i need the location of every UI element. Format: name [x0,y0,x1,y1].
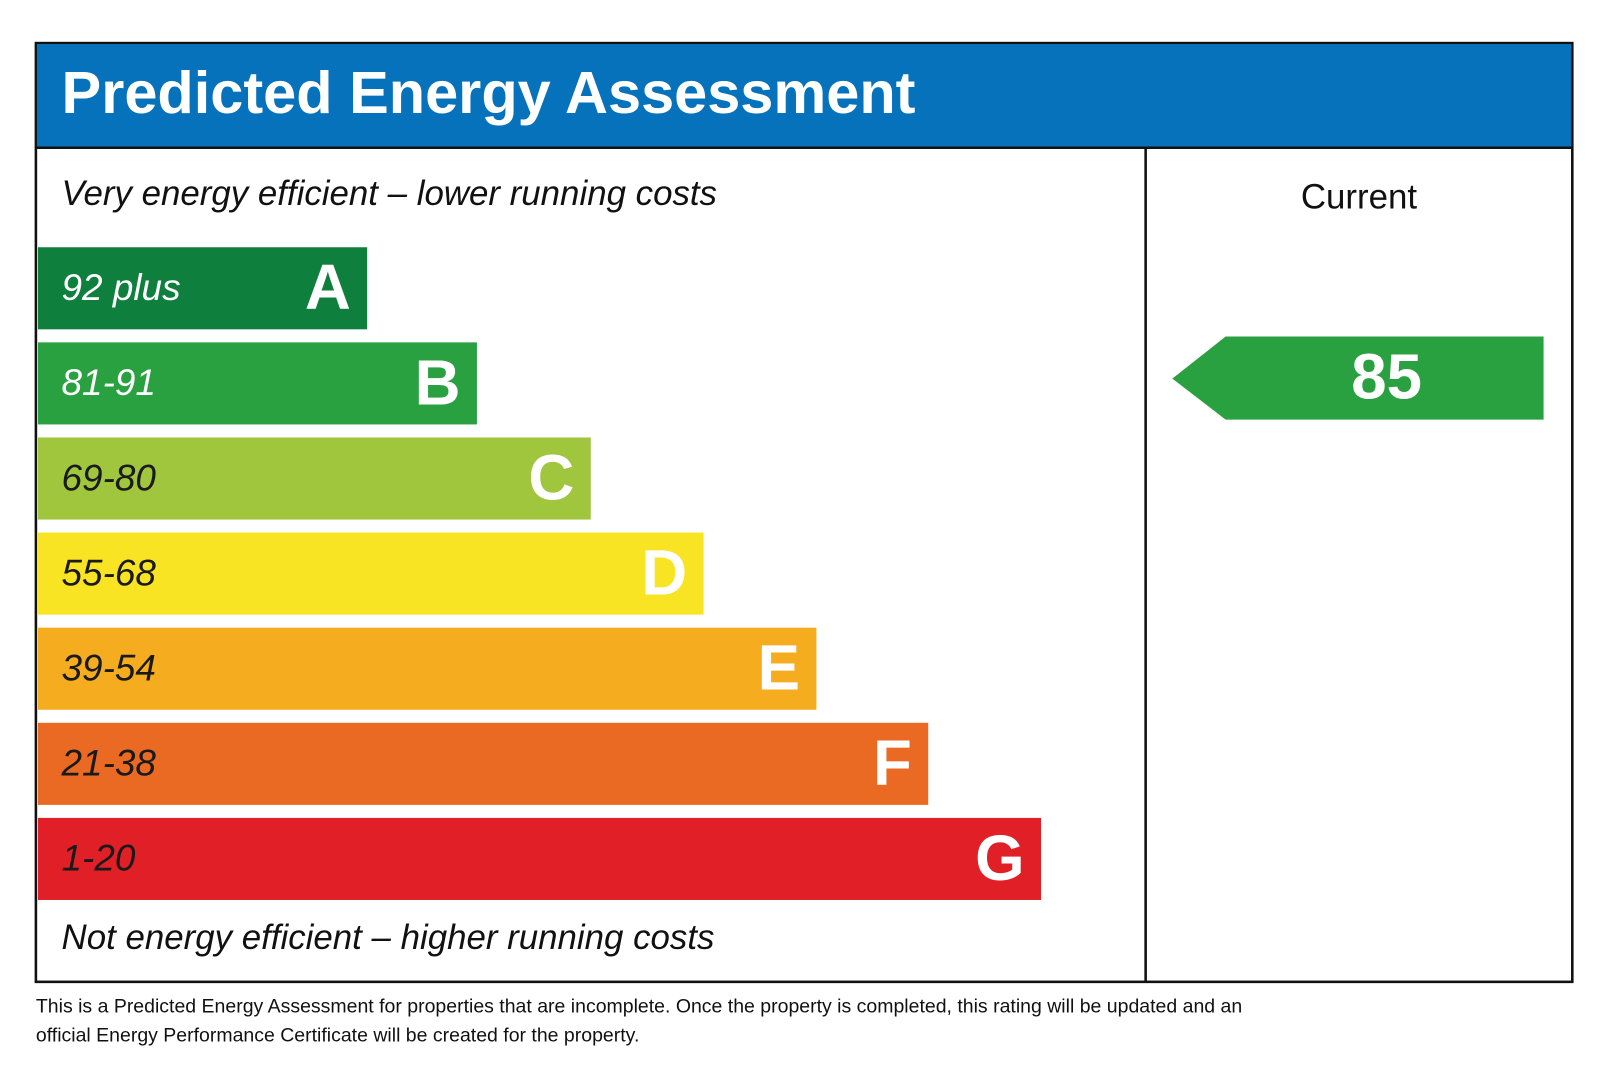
band-range: 21-38 [61,743,157,784]
band-range: 81-91 [62,362,156,403]
band-bar [37,722,929,805]
band-letter: E [758,633,800,704]
band-bar [37,532,704,615]
footer-line: official Energy Performance Certificate … [36,1024,639,1046]
band-letter: D [641,538,687,609]
title: Predicted Energy Assessment [62,59,916,126]
band-range: 92 plus [62,267,181,308]
band-range: 39-54 [62,648,156,689]
band-range: 1-20 [62,838,136,879]
footer-line: This is a Predicted Energy Assessment fo… [36,996,1242,1018]
current-value: 85 [1351,341,1422,412]
band-bar [37,342,477,425]
band-bar [37,437,591,520]
top-text: Very energy efficient – lower running co… [62,174,717,213]
bottom-text: Not energy efficient – higher running co… [62,918,715,957]
current-arrow [1172,336,1544,420]
band-letter: B [415,347,461,418]
current-label: Current [1301,177,1418,216]
band-bar [37,247,368,330]
band-letter: C [528,442,574,513]
band-range: 55-68 [62,552,157,593]
band-letter: G [975,823,1024,894]
band-letter: A [305,252,351,323]
band-range: 69-80 [62,457,157,498]
band-bar [37,817,1042,900]
header-bar [36,44,1572,147]
band-bar [37,627,817,710]
band-letter: F [873,728,912,799]
